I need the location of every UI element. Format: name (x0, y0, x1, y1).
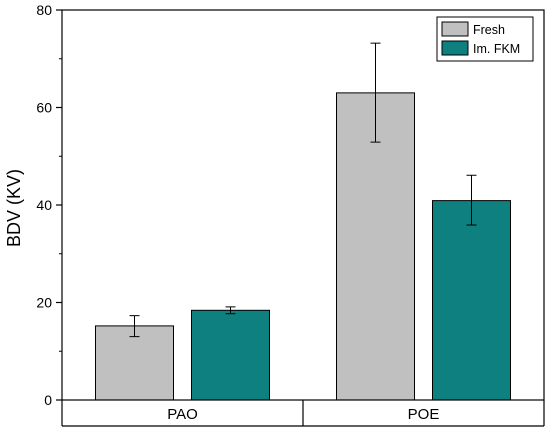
category-label-pao: PAO (167, 406, 198, 423)
y-tick-label: 60 (36, 100, 52, 116)
bar-poe-fresh (336, 92, 415, 401)
legend-label: Fresh (473, 23, 505, 37)
y-tick-label: 80 (36, 2, 52, 18)
legend-label: Im. FKM (473, 42, 520, 56)
bars-layer (95, 92, 511, 401)
bar-poe-im-fkm (432, 200, 511, 401)
category-label-poe: POE (408, 406, 440, 423)
y-axis-label: BDV (KV) (4, 169, 24, 247)
legend: Fresh Im. FKM (436, 16, 534, 62)
y-tick-label: 0 (44, 392, 52, 408)
y-tick-label: 40 (36, 197, 52, 213)
error-bars-layer (129, 42, 477, 338)
y-tick-label: 20 (36, 295, 52, 311)
axes-layer: 0 20 40 60 80 PAO POE (36, 2, 545, 427)
legend-swatch-im-fkm (441, 40, 469, 56)
legend-swatch-fresh (441, 21, 469, 37)
bar-pao-im-fkm (191, 309, 270, 401)
bar-pao-fresh (95, 325, 174, 401)
